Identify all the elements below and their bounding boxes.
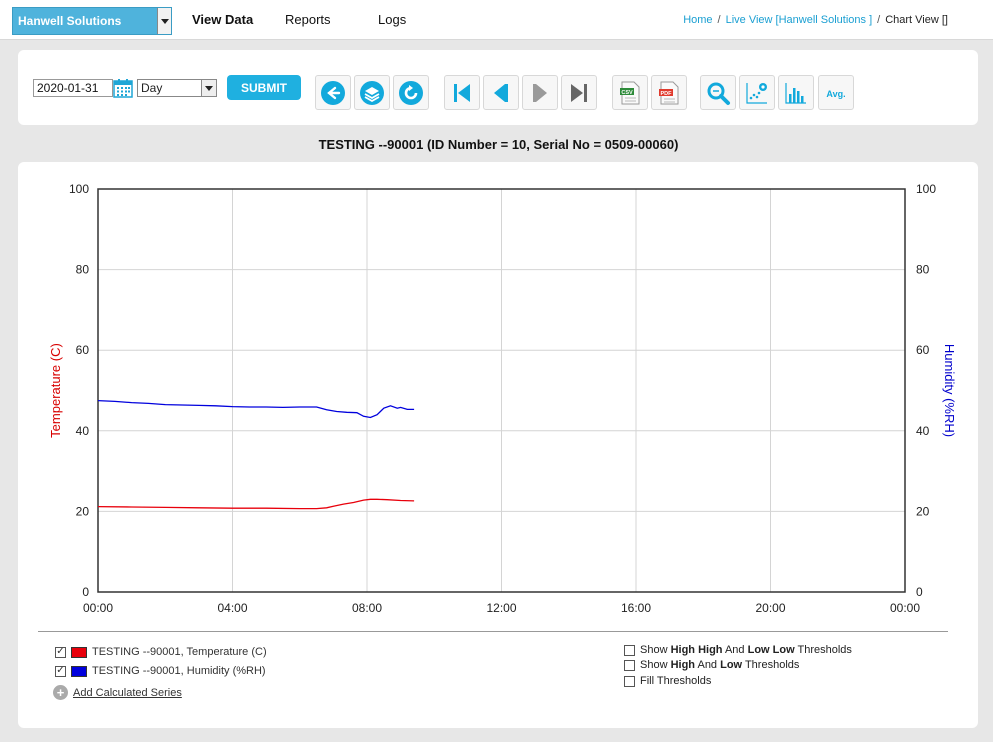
zoom-button[interactable] [700, 75, 736, 110]
y-tick-label-left: 40 [76, 424, 90, 438]
nav-logs[interactable]: Logs [378, 12, 407, 27]
breadcrumb-current: Chart View [] [885, 14, 948, 26]
y-tick-label-right: 60 [916, 343, 930, 357]
fill-thresholds-toggle[interactable]: Fill Thresholds [624, 675, 711, 687]
legend-checkbox-humidity[interactable]: ✓ [55, 665, 66, 677]
top-nav: Hanwell Solutions View Data Reports Logs… [0, 0, 993, 40]
pdf-icon: PDF [659, 81, 679, 104]
series-line-humidity [97, 399, 415, 419]
refresh-icon [399, 80, 423, 105]
export-pdf-button[interactable]: PDF [651, 75, 687, 110]
last-icon [571, 83, 587, 102]
y-tick-label-left: 80 [76, 263, 90, 277]
legend-swatch-temperature [71, 646, 87, 658]
x-tick-label: 12:00 [486, 601, 516, 615]
bar-chart-icon [785, 82, 806, 104]
refresh-button[interactable] [393, 75, 429, 110]
y-tick-label-left: 20 [76, 504, 90, 518]
legend-label-temperature: TESTING --90001, Temperature (C) [92, 646, 267, 658]
y-tick-label-right: 100 [916, 182, 936, 196]
line-chart: 0 0 20 20 40 40 60 60 80 80 100 100 00:00 04:00 08:00 1… [48, 182, 957, 615]
layers-button[interactable] [354, 75, 390, 110]
threshold-hl-checkbox[interactable] [624, 659, 635, 671]
x-tick-label: 00:00 [890, 601, 920, 615]
nav-view-data[interactable]: View Data [192, 12, 254, 27]
period-select-value: Day [141, 81, 163, 95]
legend-divider [38, 631, 948, 632]
scatter-settings-icon [746, 82, 767, 104]
submit-button[interactable]: SUBMIT [227, 75, 301, 100]
plot-area [97, 188, 906, 593]
zoom-icon [707, 82, 730, 105]
bar-chart-button[interactable] [778, 75, 814, 110]
scatter-settings-button[interactable] [739, 75, 775, 110]
first-button[interactable] [444, 75, 480, 110]
y-tick-label-right: 0 [916, 585, 923, 599]
toolbar-panel: 2020-01-31 Day SUBMIT CSV PD [18, 50, 978, 125]
fill-thresholds-label: Fill Thresholds [640, 675, 712, 687]
legend-item-humidity[interactable]: ✓ TESTING --90001, Humidity (%RH) [55, 665, 266, 677]
chart-panel: 0 0 20 20 40 40 60 60 80 80 100 100 00:00 04:00 08:00 1… [18, 162, 978, 728]
threshold-hhll-label: Show High High And Low Low Thresholds [640, 644, 852, 656]
csv-icon: CSV [620, 81, 640, 104]
threshold-hhll-checkbox[interactable] [624, 644, 635, 656]
avg-label: Avg. [826, 89, 845, 99]
threshold-hhll-toggle[interactable]: Show High High And Low Low Thresholds [624, 644, 852, 656]
pdf-label: PDF [661, 91, 673, 97]
previous-button[interactable] [483, 75, 519, 110]
nav-reports[interactable]: Reports [285, 12, 331, 27]
chart-title: TESTING --90001 (ID Number = 10, Serial … [318, 137, 679, 152]
x-tick-label: 00:00 [83, 601, 113, 615]
x-tick-label: 08:00 [352, 601, 382, 615]
y-tick-label-right: 80 [916, 263, 930, 277]
y-tick-label-left: 60 [76, 343, 90, 357]
last-button[interactable] [561, 75, 597, 110]
date-input[interactable]: 2020-01-31 [33, 79, 113, 97]
legend-swatch-humidity [71, 665, 87, 677]
calendar-icon[interactable] [113, 78, 133, 98]
y-axis-label-right: Humidity (%RH) [942, 344, 957, 437]
x-tick-label: 16:00 [621, 601, 651, 615]
y-tick-label-left: 100 [69, 182, 89, 196]
next-icon [533, 83, 547, 102]
plus-icon: + [53, 685, 68, 700]
csv-label: CSV [621, 90, 633, 96]
chevron-down-icon[interactable] [157, 8, 171, 34]
back-icon [321, 80, 345, 105]
x-tick-label: 04:00 [217, 601, 247, 615]
x-tick-label: 20:00 [755, 601, 785, 615]
threshold-hl-label: Show High And Low Thresholds [640, 659, 800, 671]
layers-icon [360, 80, 384, 105]
y-tick-label-right: 40 [916, 424, 930, 438]
y-tick-label-right: 20 [916, 504, 930, 518]
first-icon [454, 83, 470, 102]
series-line-temperature [97, 498, 415, 510]
breadcrumb-home[interactable]: Home [683, 14, 713, 26]
back-button[interactable] [315, 75, 351, 110]
period-select[interactable]: Day [137, 79, 217, 97]
y-axis-label-left: Temperature (C) [48, 343, 63, 438]
legend-label-humidity: TESTING --90001, Humidity (%RH) [92, 665, 266, 677]
export-csv-button[interactable]: CSV [612, 75, 648, 110]
chevron-down-icon[interactable] [201, 80, 216, 96]
breadcrumb-live-view[interactable]: Live View [Hanwell Solutions ] [725, 14, 873, 26]
avg-icon: Avg. [826, 89, 845, 99]
legend-checkbox-temperature[interactable]: ✓ [55, 646, 66, 658]
add-calculated-series-link[interactable]: Add Calculated Series [73, 686, 182, 699]
next-button[interactable] [522, 75, 558, 110]
y-tick-label-left: 0 [82, 585, 89, 599]
average-button[interactable]: Avg. [818, 75, 854, 110]
fill-thresholds-checkbox[interactable] [624, 675, 635, 687]
breadcrumb: Home / Live View [Hanwell Solutions ] / Char… [683, 14, 948, 26]
prev-icon [494, 83, 508, 102]
threshold-hl-toggle[interactable]: Show High And Low Thresholds [624, 659, 799, 671]
add-calculated-series[interactable]: + Add Calculated Series [53, 685, 182, 700]
legend-item-temperature[interactable]: ✓ TESTING --90001, Temperature (C) [55, 646, 267, 658]
organization-select[interactable]: Hanwell Solutions [12, 7, 172, 35]
organization-select-value: Hanwell Solutions [18, 14, 122, 28]
